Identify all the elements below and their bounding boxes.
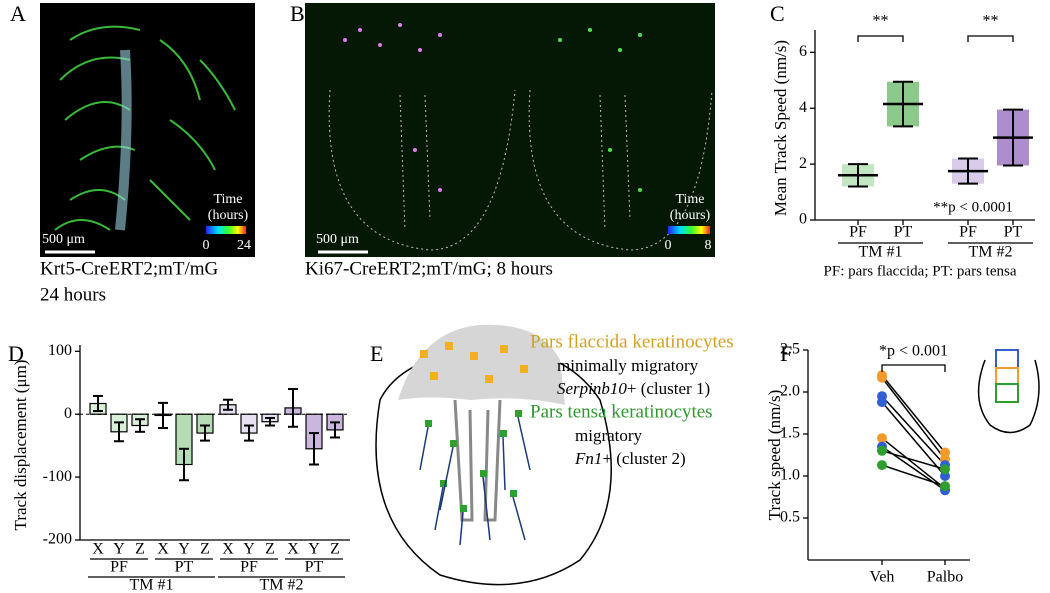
group-label: TM #2 [969,244,1013,261]
diagram-e [375,324,612,586]
x-tick-label: Veh [870,569,895,586]
image-b: 500 μm Time (hours) 0 8 [305,3,715,257]
caption: 24 hours [40,284,106,305]
sig-bracket [881,364,946,372]
point [877,460,887,471]
y-tick-label: 4 [799,99,807,116]
legend-text: minimally migratory [557,356,699,375]
x-tick-label: X [287,541,299,558]
y-tick-label: 0 [799,211,807,228]
subgroup-label: PT [175,559,194,576]
sig-bracket [967,35,1014,42]
caption: Ki67-CreERT2;mT/mG; 8 hours [305,258,553,279]
legend-text: Fn1+ (cluster 2) [574,449,686,468]
x-tick-label: PT [1004,224,1023,241]
pair-line [881,437,946,490]
legend-text: Serpinb10+ (cluster 1) [557,379,710,398]
point [877,397,887,408]
colorbar-title: (hours) [208,208,249,223]
colorbar-tick: 0 [203,238,210,253]
panel-label: F [780,341,792,366]
x-tick-label: Y [243,541,255,558]
annotation: **p < 0.0001 [933,199,1013,215]
x-tick-label: Z [135,541,145,558]
scale-bar-label: 500 μm [42,232,85,247]
x-tick-label: Z [265,541,275,558]
y-axis-label: Track displacement (μm) [11,360,30,531]
sig-bracket [857,35,904,42]
pair-line [881,395,946,466]
panel-label: D [8,341,24,366]
group-label: TM #1 [859,244,903,261]
x-tick-label: Y [308,541,320,558]
colorbar-tick: 24 [237,238,251,253]
x-tick-label: X [92,541,104,558]
subgroup-label: PF [110,559,128,576]
y-tick-label: 1.5 [780,425,800,442]
legend-title: Pars flaccida keratinocytes [530,331,734,352]
pair-line [881,450,946,470]
x-tick-label: X [222,541,234,558]
subgroup-label: PF [240,559,258,576]
annotation: ** [983,13,999,30]
colorbar-title: Time [675,192,704,207]
y-tick-label: 2.5 [780,341,800,358]
y-tick-label: 0.5 [780,509,800,526]
point [877,372,887,383]
legend-text: migratory [575,426,643,445]
x-tick-label: PF [849,224,867,241]
image-a: 500 μm Time (hours) 0 24 [40,3,255,257]
y-axis-label: Mean Track Speed (nm/s) [771,40,790,216]
x-tick-label: X [157,541,169,558]
scale-bar-label: 500 μm [316,232,359,247]
colorbar-tick: 8 [705,238,712,253]
point [940,481,950,492]
colorbar-tick: 0 [665,238,672,253]
panel-label: C [770,1,785,26]
pair-line [881,401,946,477]
y-axis-label: Track speed (nm/s) [765,390,784,521]
annotation: *p < 0.001 [879,343,948,360]
y-tick-label: 0 [64,405,72,422]
x-tick-label: PF [959,224,977,241]
colorbar-title: Time [213,192,242,207]
y-tick-label: -200 [43,531,72,548]
point [940,464,950,475]
colorbar-title: (hours) [670,208,711,223]
x-tick-label: Z [200,541,210,558]
x-tick-label: Y [113,541,125,558]
pair-line [881,377,946,460]
x-tick-label: PT [894,224,913,241]
panel-label: A [10,1,26,26]
y-tick-label: 2.0 [780,383,800,400]
legend-title: Pars tensa keratinocytes [530,401,713,422]
y-tick-label: 6 [799,43,807,60]
group-label: TM #2 [260,577,304,593]
caption: Krt5-CreERT2;mT/mG [40,258,219,279]
annotation: ** [873,13,889,30]
inset-diagram [977,349,1040,434]
y-tick-label: 1.0 [780,467,800,484]
subgroup-label: PT [305,559,324,576]
group-label: TM #1 [130,577,174,593]
panel-label: E [370,341,383,366]
pair-line [881,374,946,453]
x-tick-label: Palbo [927,569,963,586]
pair-line [881,464,946,487]
y-tick-label: -100 [43,468,72,485]
point [877,433,887,444]
panel-label: B [290,1,305,26]
y-tick-label: 100 [48,342,72,359]
y-tick-label: 2 [799,155,807,172]
x-tick-label: Z [330,541,340,558]
x-tick-label: Y [178,541,190,558]
point [877,445,887,456]
footnote: PF: pars flaccida; PT: pars tensa [824,263,1017,279]
